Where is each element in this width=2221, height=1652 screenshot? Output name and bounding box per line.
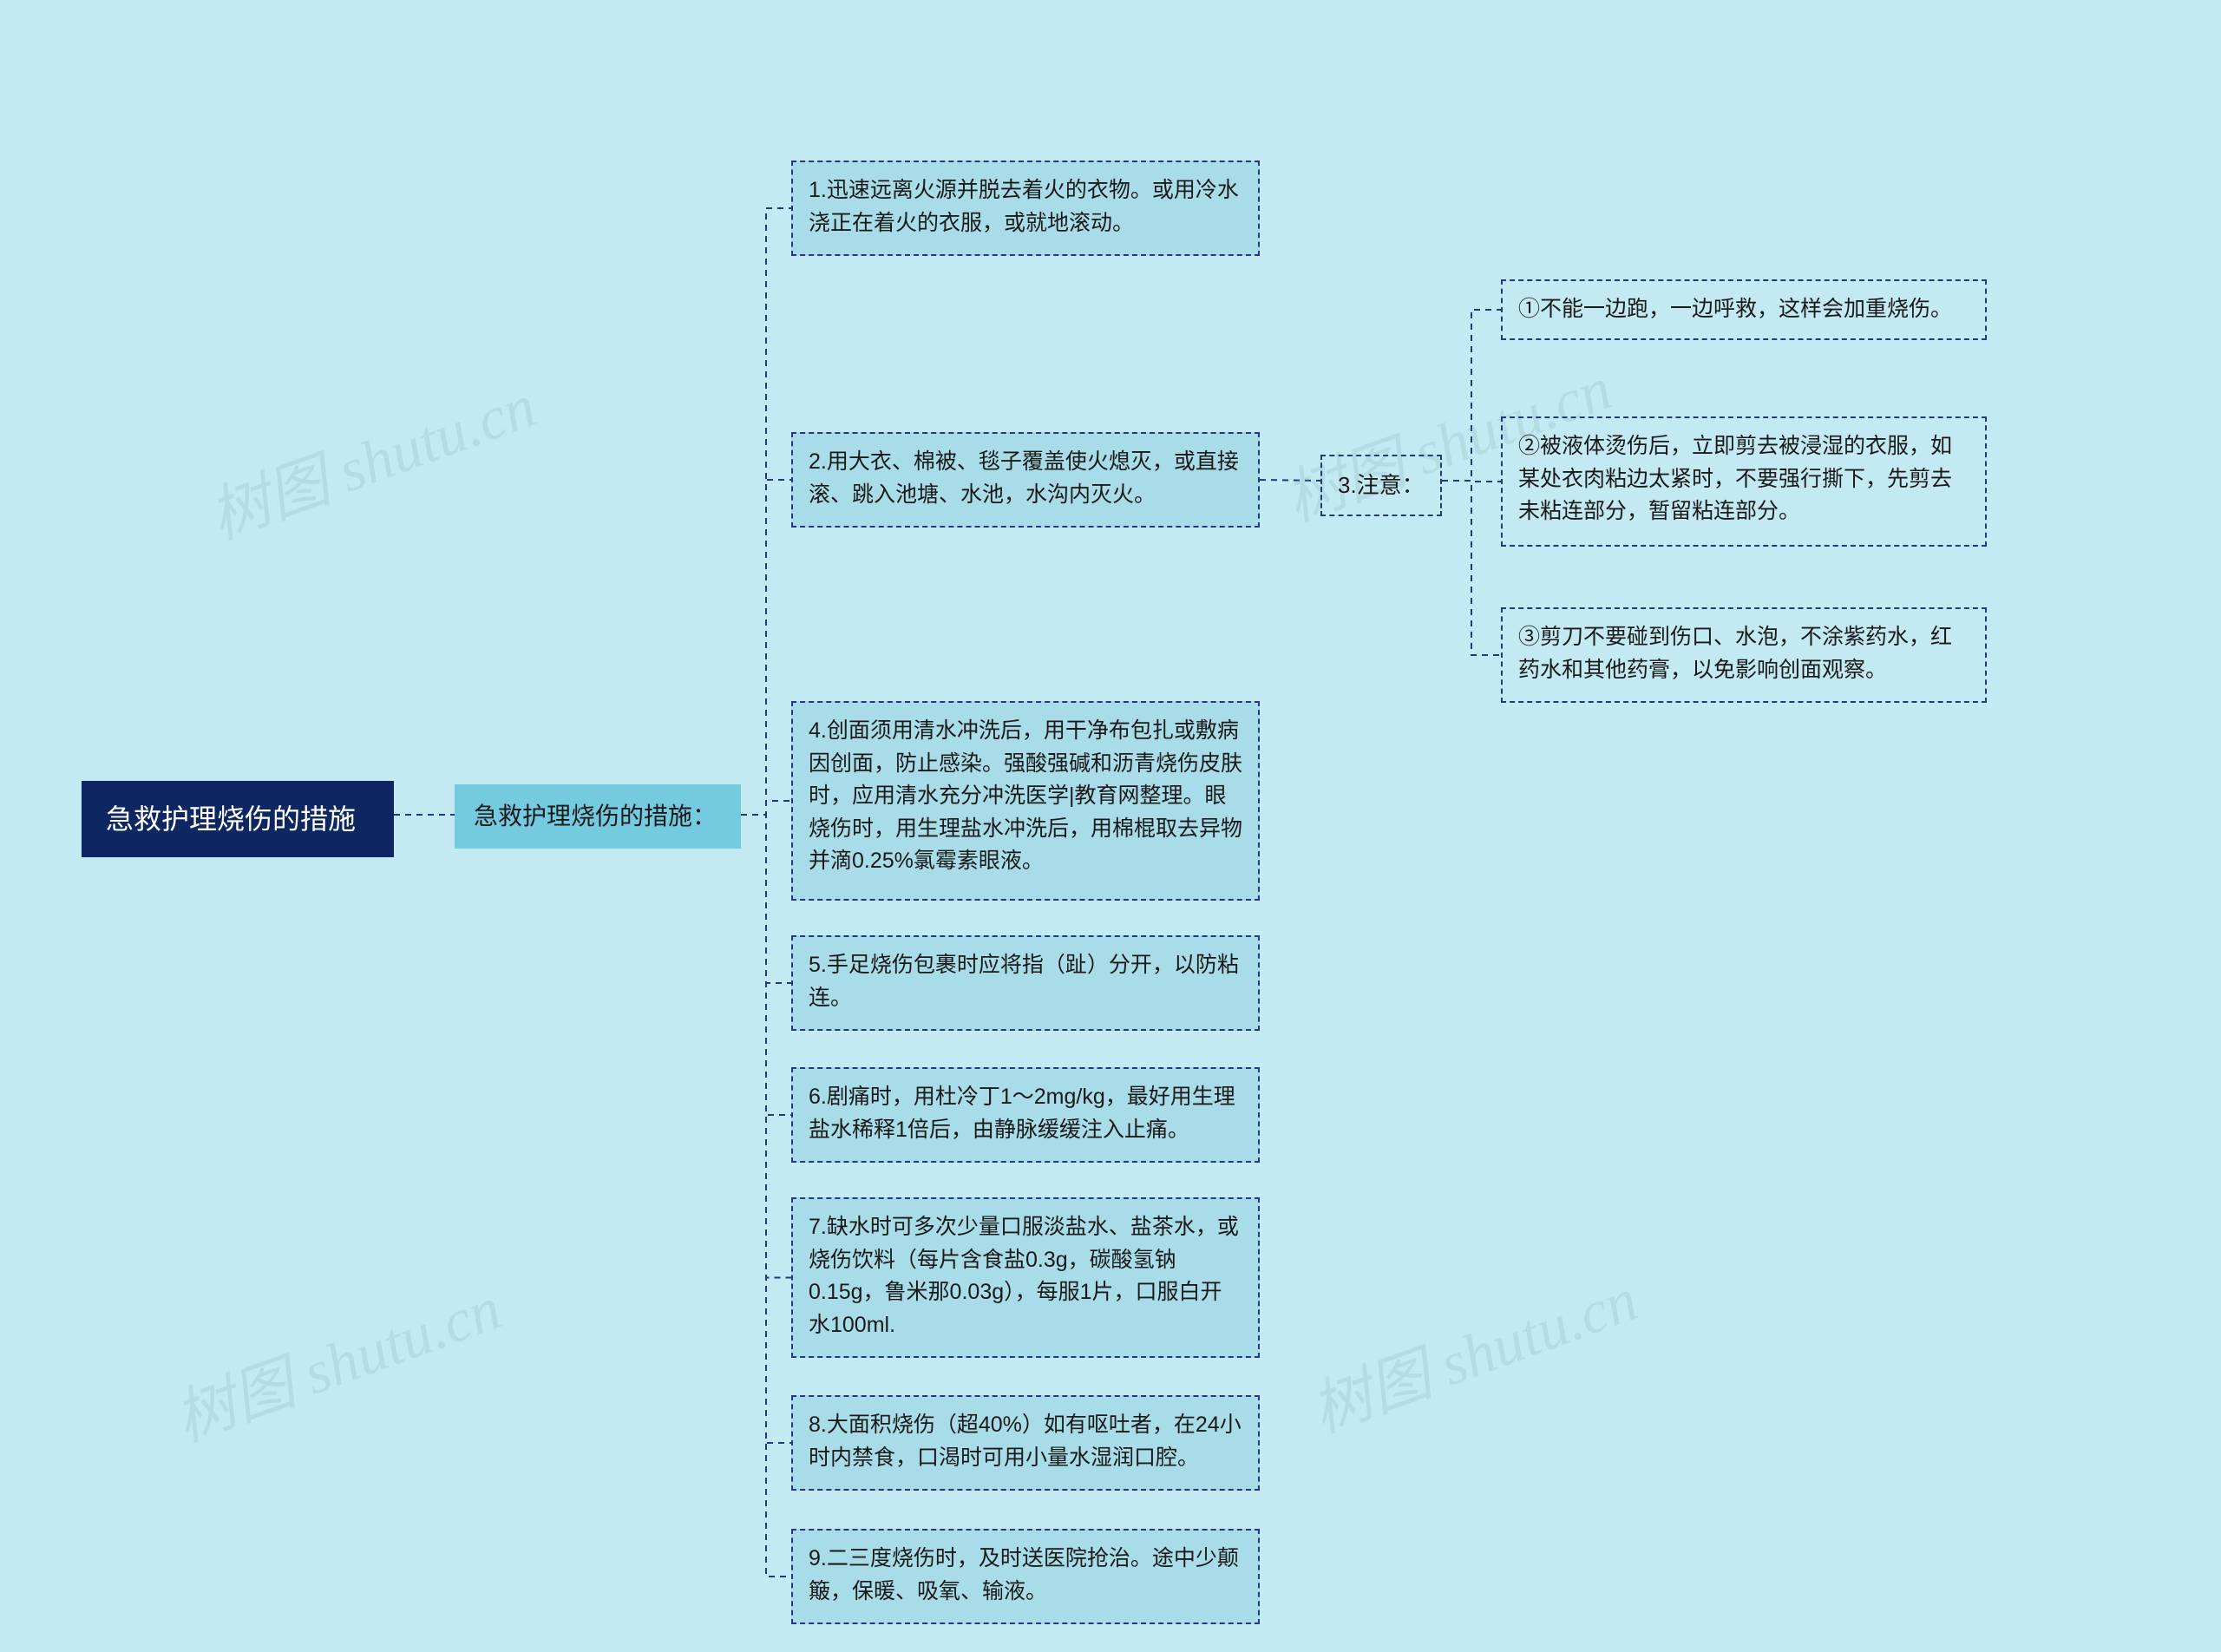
- mindmap-canvas: 树图 shutu.cn 树图 shutu.cn 树图 shutu.cn 树图 s…: [0, 0, 2221, 1652]
- note-label: 3.注意：: [1338, 472, 1425, 498]
- branch-label: 急救护理烧伤的措施：: [474, 803, 717, 829]
- measure-text: 7.缺水时可多次少量口服淡盐水、盐茶水，或烧伤饮料（每片含食盐0.3g，碳酸氢钠…: [809, 1215, 1239, 1337]
- detail-node[interactable]: ③剪刀不要碰到伤口、水泡，不涂紫药水，红药水和其他药膏，以免影响创面观察。: [1501, 607, 1987, 703]
- measure-text: 2.用大衣、棉被、毯子覆盖使火熄灭，或直接滚、跳入池塘、水池，水沟内灭火。: [809, 449, 1239, 507]
- measure-text: 6.剧痛时，用杜冷丁1～2mg/kg，最好用生理盐水稀释1倍后，由静脉缓缓注入止…: [809, 1085, 1235, 1142]
- detail-text: ①不能一边跑，一边呼救，这样会加重烧伤。: [1518, 297, 1952, 321]
- measure-node[interactable]: 6.剧痛时，用杜冷丁1～2mg/kg，最好用生理盐水稀释1倍后，由静脉缓缓注入止…: [791, 1067, 1260, 1163]
- watermark: 树图 shutu.cn: [161, 1260, 511, 1459]
- note-node[interactable]: 3.注意：: [1320, 455, 1442, 516]
- measure-node[interactable]: 7.缺水时可多次少量口服淡盐水、盐茶水，或烧伤饮料（每片含食盐0.3g，碳酸氢钠…: [791, 1197, 1260, 1358]
- detail-node[interactable]: ②被液体烫伤后，立即剪去被浸湿的衣服，如某处衣肉粘边太紧时，不要强行撕下，先剪去…: [1501, 416, 1987, 547]
- measure-node[interactable]: 1.迅速远离火源并脱去着火的衣物。或用冷水浇正在着火的衣服，或就地滚动。: [791, 161, 1260, 256]
- measure-text: 8.大面积烧伤（超40%）如有呕吐者，在24小时内禁食，口渴时可用小量水湿润口腔…: [809, 1413, 1242, 1470]
- measure-text: 1.迅速远离火源并脱去着火的衣物。或用冷水浇正在着火的衣服，或就地滚动。: [809, 178, 1239, 235]
- measure-text: 4.创面须用清水冲洗后，用干净布包扎或敷病因创面，防止感染。强酸强碱和沥青烧伤皮…: [809, 718, 1242, 873]
- measure-node[interactable]: 9.二三度烧伤时，及时送医院抢治。途中少颠簸，保暖、吸氧、输液。: [791, 1529, 1260, 1624]
- measure-node[interactable]: 8.大面积烧伤（超40%）如有呕吐者，在24小时内禁食，口渴时可用小量水湿润口腔…: [791, 1395, 1260, 1491]
- measure-node[interactable]: 2.用大衣、棉被、毯子覆盖使火熄灭，或直接滚、跳入池塘、水池，水沟内灭火。: [791, 432, 1260, 528]
- detail-text: ②被液体烫伤后，立即剪去被浸湿的衣服，如某处衣肉粘边太紧时，不要强行撕下，先剪去…: [1518, 434, 1952, 523]
- root-node[interactable]: 急救护理烧伤的措施: [82, 781, 394, 857]
- detail-text: ③剪刀不要碰到伤口、水泡，不涂紫药水，红药水和其他药膏，以免影响创面观察。: [1518, 625, 1952, 682]
- detail-node[interactable]: ①不能一边跑，一边呼救，这样会加重烧伤。: [1501, 279, 1987, 340]
- measure-text: 9.二三度烧伤时，及时送医院抢治。途中少颠簸，保暖、吸氧、输液。: [809, 1546, 1239, 1603]
- measure-node[interactable]: 5.手足烧伤包裹时应将指（趾）分开，以防粘连。: [791, 935, 1260, 1031]
- measure-node[interactable]: 4.创面须用清水冲洗后，用干净布包扎或敷病因创面，防止感染。强酸强碱和沥青烧伤皮…: [791, 701, 1260, 901]
- branch-node[interactable]: 急救护理烧伤的措施：: [455, 784, 741, 849]
- root-label: 急救护理烧伤的措施: [106, 803, 356, 835]
- measure-text: 5.手足烧伤包裹时应将指（趾）分开，以防粘连。: [809, 953, 1239, 1010]
- watermark: 树图 shutu.cn: [1297, 1251, 1648, 1450]
- watermark: 树图 shutu.cn: [195, 357, 546, 556]
